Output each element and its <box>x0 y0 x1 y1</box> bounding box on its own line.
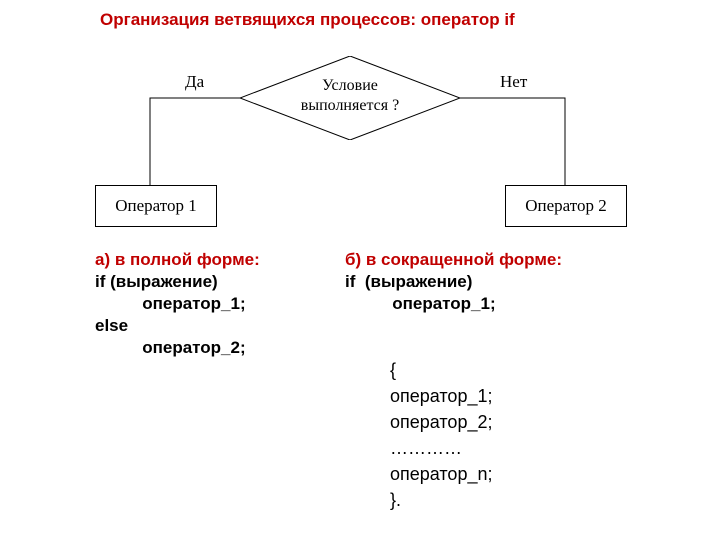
slide-canvas: Организация ветвящихся процессов: операт… <box>0 0 720 540</box>
code-left-line-3: else <box>95 316 128 336</box>
page-title: Организация ветвящихся процессов: операт… <box>100 10 515 30</box>
code-right-line-1: if (выражение) <box>345 272 472 292</box>
code-right-heading: б) в сокращенной форме: <box>345 250 562 270</box>
block-line-4: ………… <box>390 438 462 459</box>
block-line-3: оператор_2; <box>390 412 492 433</box>
yes-connector <box>150 98 240 185</box>
block-line-5: оператор_n; <box>390 464 492 485</box>
branch-label-yes: Да <box>185 72 204 92</box>
code-left-line-1: if (выражение) <box>95 272 218 292</box>
operator-1-box: Оператор 1 <box>95 185 217 227</box>
decision-line1: Условие <box>322 77 378 94</box>
code-left-line-2: оператор_1; <box>95 294 246 314</box>
code-left-line-4: оператор_2; <box>95 338 246 358</box>
block-line-6: }. <box>390 490 401 511</box>
block-line-1: { <box>390 360 396 381</box>
no-connector <box>460 98 565 185</box>
decision-line2: выполняется ? <box>301 97 399 114</box>
decision-text: Условие выполняется ? <box>240 76 460 116</box>
code-left-heading: а) в полной форме: <box>95 250 260 270</box>
code-right-line-2: оператор_1; <box>345 294 496 314</box>
branch-label-no: Нет <box>500 72 527 92</box>
operator-2-box: Оператор 2 <box>505 185 627 227</box>
block-line-2: оператор_1; <box>390 386 492 407</box>
decision-node: Условие выполняется ? <box>240 56 460 140</box>
